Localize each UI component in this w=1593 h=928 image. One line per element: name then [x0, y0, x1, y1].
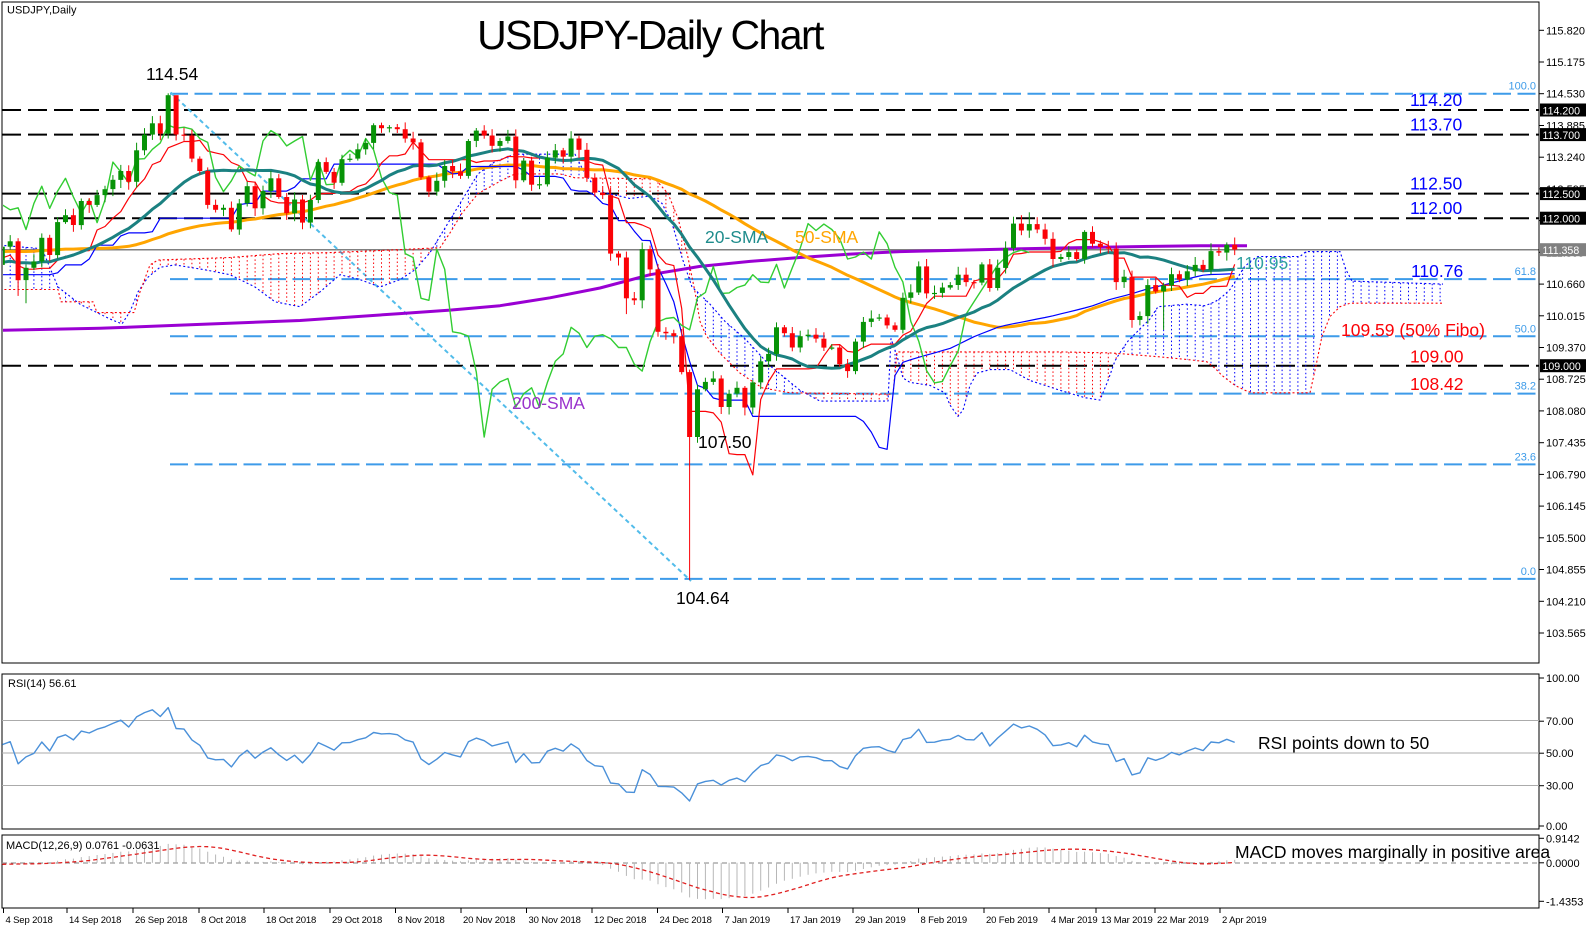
- svg-text:8 Nov 2018: 8 Nov 2018: [398, 915, 445, 926]
- svg-text:107.50: 107.50: [698, 432, 752, 452]
- svg-text:104.855: 104.855: [1546, 565, 1586, 577]
- svg-text:0.0000: 0.0000: [1546, 858, 1580, 870]
- svg-text:70.00: 70.00: [1546, 716, 1574, 728]
- svg-text:112.00: 112.00: [1410, 198, 1462, 218]
- svg-text:111.358: 111.358: [1543, 245, 1580, 257]
- svg-text:20 Feb 2019: 20 Feb 2019: [986, 915, 1038, 926]
- svg-text:109.000: 109.000: [1543, 361, 1581, 373]
- svg-text:7 Jan 2019: 7 Jan 2019: [725, 915, 771, 926]
- svg-text:38.2: 38.2: [1515, 381, 1536, 393]
- svg-text:20-SMA: 20-SMA: [705, 227, 769, 247]
- svg-text:14 Sep 2018: 14 Sep 2018: [69, 915, 121, 926]
- svg-text:17 Jan 2019: 17 Jan 2019: [790, 915, 841, 926]
- svg-text:20 Nov 2018: 20 Nov 2018: [463, 915, 515, 926]
- svg-text:112.000: 112.000: [1543, 214, 1581, 226]
- svg-text:106.790: 106.790: [1546, 469, 1586, 481]
- svg-text:50.0: 50.0: [1515, 323, 1536, 335]
- svg-text:USDJPY,Daily: USDJPY,Daily: [7, 5, 77, 17]
- svg-text:50.00: 50.00: [1546, 748, 1574, 760]
- svg-text:114.20: 114.20: [1410, 90, 1462, 110]
- svg-text:18 Oct 2018: 18 Oct 2018: [266, 915, 316, 926]
- svg-text:113.240: 113.240: [1546, 152, 1585, 164]
- svg-text:103.565: 103.565: [1546, 628, 1586, 640]
- svg-text:MACD(12,26,9) 0.0761 -0.0631: MACD(12,26,9) 0.0761 -0.0631: [6, 840, 159, 852]
- svg-text:100.0: 100.0: [1508, 81, 1536, 93]
- svg-text:104.64: 104.64: [676, 588, 730, 608]
- svg-text:24 Dec 2018: 24 Dec 2018: [660, 915, 712, 926]
- svg-text:108.725: 108.725: [1546, 374, 1586, 386]
- svg-text:29 Jan 2019: 29 Jan 2019: [855, 915, 906, 926]
- svg-text:200-SMA: 200-SMA: [512, 393, 585, 413]
- svg-text:RSI points down to 50: RSI points down to 50: [1258, 733, 1429, 753]
- svg-text:30 Nov 2018: 30 Nov 2018: [529, 915, 581, 926]
- svg-text:114.530: 114.530: [1546, 89, 1585, 101]
- svg-text:12 Dec 2018: 12 Dec 2018: [594, 915, 646, 926]
- svg-text:113.700: 113.700: [1543, 130, 1581, 142]
- svg-text:107.435: 107.435: [1546, 438, 1586, 450]
- svg-text:112.500: 112.500: [1543, 189, 1581, 201]
- svg-text:109.370: 109.370: [1546, 343, 1586, 355]
- svg-text:23.6: 23.6: [1515, 451, 1536, 463]
- svg-text:22 Mar 2019: 22 Mar 2019: [1157, 915, 1209, 926]
- svg-text:0.9142: 0.9142: [1546, 833, 1580, 845]
- svg-text:29 Oct 2018: 29 Oct 2018: [332, 915, 382, 926]
- svg-text:108.080: 108.080: [1546, 406, 1586, 418]
- svg-text:0.00: 0.00: [1546, 821, 1567, 833]
- svg-text:108.42: 108.42: [1410, 374, 1464, 394]
- svg-text:109.00: 109.00: [1410, 347, 1464, 367]
- svg-text:RSI(14) 56.61: RSI(14) 56.61: [8, 678, 76, 690]
- svg-text:106.145: 106.145: [1546, 501, 1586, 513]
- svg-text:13 Mar 2019: 13 Mar 2019: [1101, 915, 1153, 926]
- svg-text:115.820: 115.820: [1546, 25, 1585, 37]
- svg-text:MACD moves marginally in posit: MACD moves marginally in positive area: [1235, 842, 1550, 862]
- svg-text:8 Oct 2018: 8 Oct 2018: [201, 915, 246, 926]
- svg-text:115.175: 115.175: [1546, 57, 1585, 69]
- svg-text:4 Mar 2019: 4 Mar 2019: [1051, 915, 1098, 926]
- svg-text:109.59 (50% Fibo): 109.59 (50% Fibo): [1341, 320, 1485, 340]
- svg-text:110.95: 110.95: [1236, 253, 1288, 273]
- svg-text:100.00: 100.00: [1546, 673, 1580, 685]
- svg-text:8 Feb 2019: 8 Feb 2019: [921, 915, 968, 926]
- svg-text:112.50: 112.50: [1410, 174, 1462, 194]
- svg-text:2 Apr 2019: 2 Apr 2019: [1222, 915, 1266, 926]
- svg-text:113.70: 113.70: [1410, 115, 1462, 135]
- svg-text:USDJPY-Daily Chart: USDJPY-Daily Chart: [477, 12, 825, 58]
- svg-text:104.210: 104.210: [1546, 596, 1586, 608]
- svg-text:114.200: 114.200: [1543, 106, 1581, 118]
- svg-text:30.00: 30.00: [1546, 781, 1574, 793]
- svg-text:50-SMA: 50-SMA: [795, 227, 859, 247]
- svg-text:110.660: 110.660: [1546, 279, 1585, 291]
- svg-text:-1.4353: -1.4353: [1546, 896, 1583, 908]
- svg-text:61.8: 61.8: [1515, 266, 1536, 278]
- svg-text:110.015: 110.015: [1546, 311, 1585, 323]
- svg-text:26 Sep 2018: 26 Sep 2018: [135, 915, 187, 926]
- svg-text:110.76: 110.76: [1411, 261, 1463, 281]
- svg-text:4 Sep 2018: 4 Sep 2018: [6, 915, 53, 926]
- svg-text:114.54: 114.54: [146, 64, 198, 84]
- svg-text:0.0: 0.0: [1521, 566, 1536, 578]
- svg-text:105.500: 105.500: [1546, 533, 1586, 545]
